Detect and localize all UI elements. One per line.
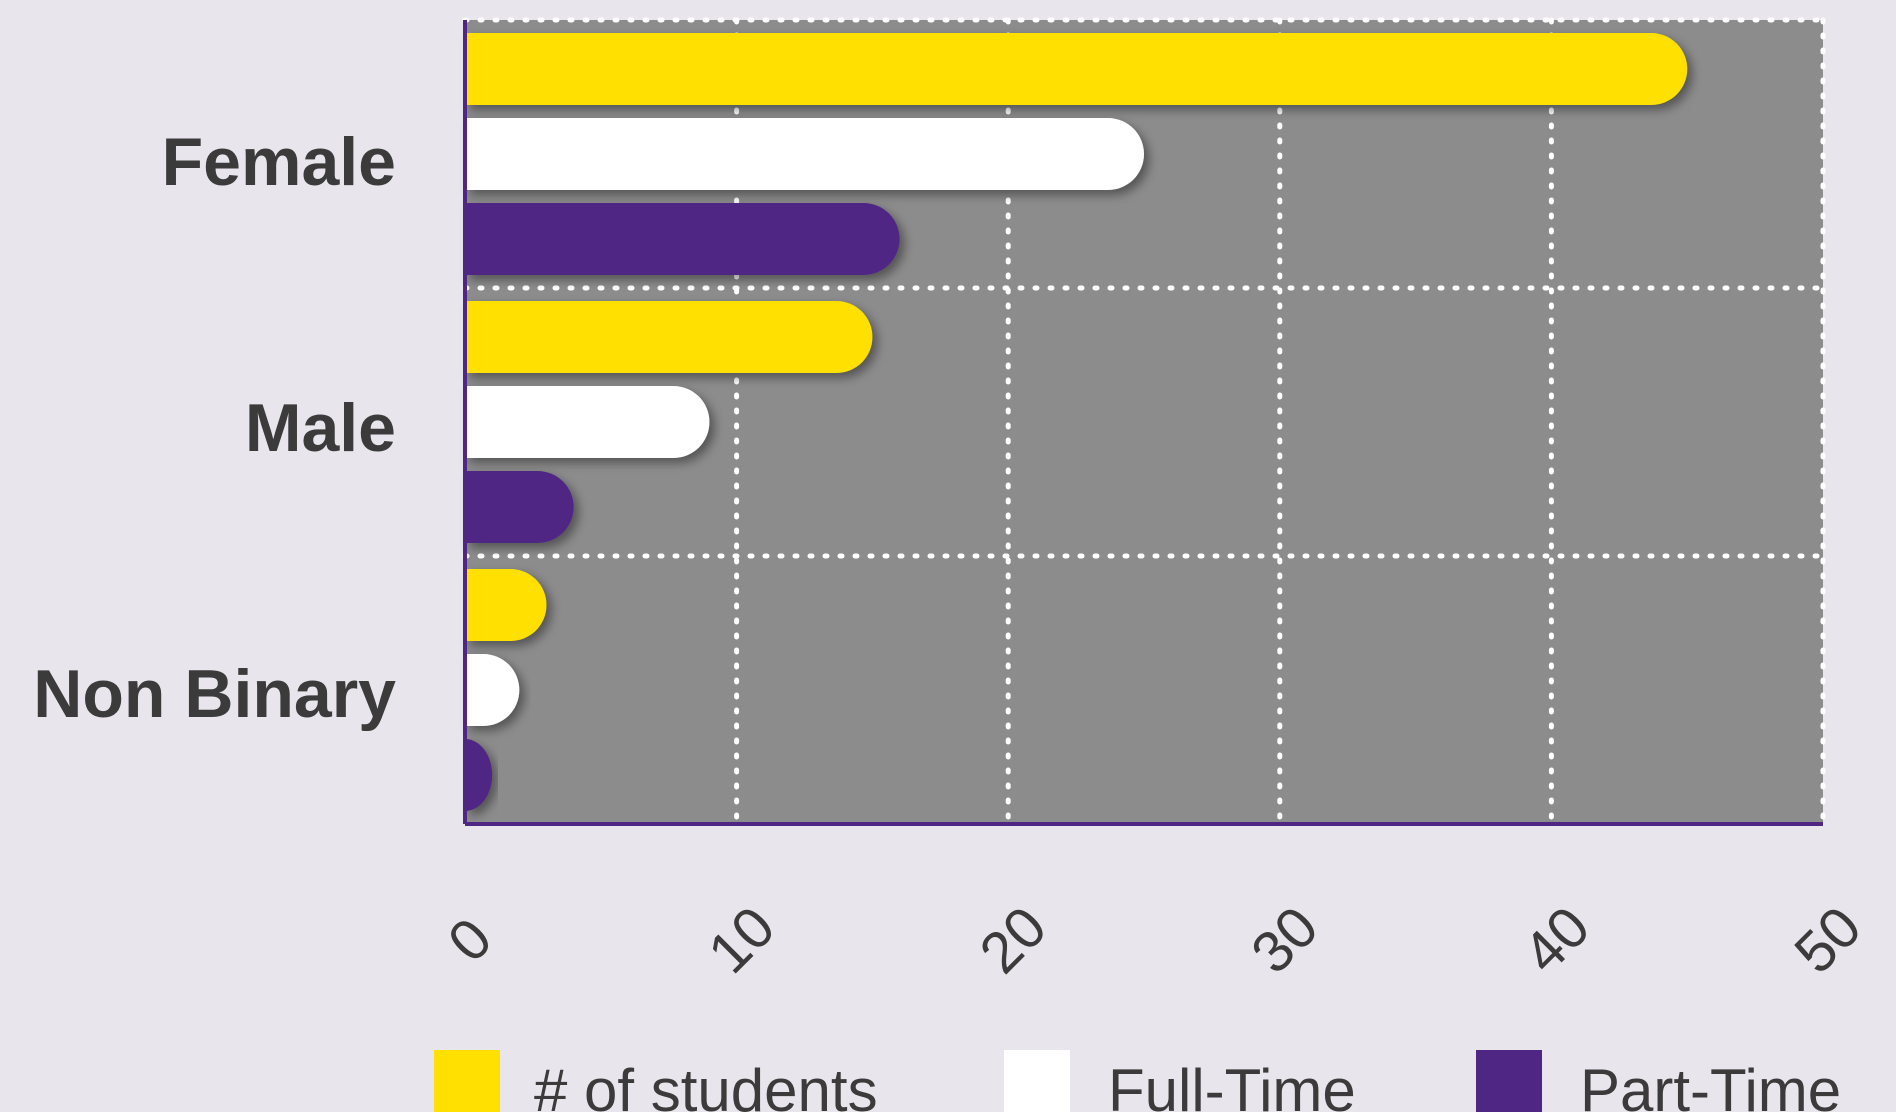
bar-female-series-0 [465, 33, 1688, 105]
legend: # of students Full-Time Part-Time [434, 1050, 1841, 1112]
x-tick-label: 10 [696, 894, 788, 986]
bar-non-binary-series-1 [465, 654, 520, 726]
bar-non-binary-series-0 [465, 569, 547, 641]
bar-non-binary-series-2 [465, 739, 493, 811]
bar-female-series-2 [465, 203, 900, 275]
bar-male-series-2 [465, 471, 574, 543]
bars [465, 33, 1688, 811]
axes [463, 20, 1823, 826]
x-tick-label: 0 [436, 906, 505, 975]
legend-swatch-part-time [1476, 1050, 1542, 1112]
x-tick-label: 20 [967, 894, 1059, 986]
legend-label-students: # of students [534, 1057, 878, 1112]
x-axis-ticks: 0 10 20 30 40 50 [436, 894, 1874, 986]
bar-male-series-1 [465, 386, 710, 458]
legend-swatch-full-time [1004, 1050, 1070, 1112]
category-label-non-binary: Non Binary [33, 656, 396, 732]
legend-label-full-time: Full-Time [1108, 1057, 1356, 1112]
legend-label-part-time: Part-Time [1580, 1057, 1841, 1112]
legend-swatch-students [434, 1050, 500, 1112]
category-label-female: Female [162, 124, 396, 200]
bar-female-series-1 [465, 118, 1144, 190]
x-tick-label: 50 [1782, 894, 1874, 986]
x-tick-label: 30 [1239, 894, 1331, 986]
category-label-male: Male [245, 390, 396, 466]
x-tick-label: 40 [1511, 894, 1603, 986]
bar-male-series-0 [465, 301, 873, 373]
